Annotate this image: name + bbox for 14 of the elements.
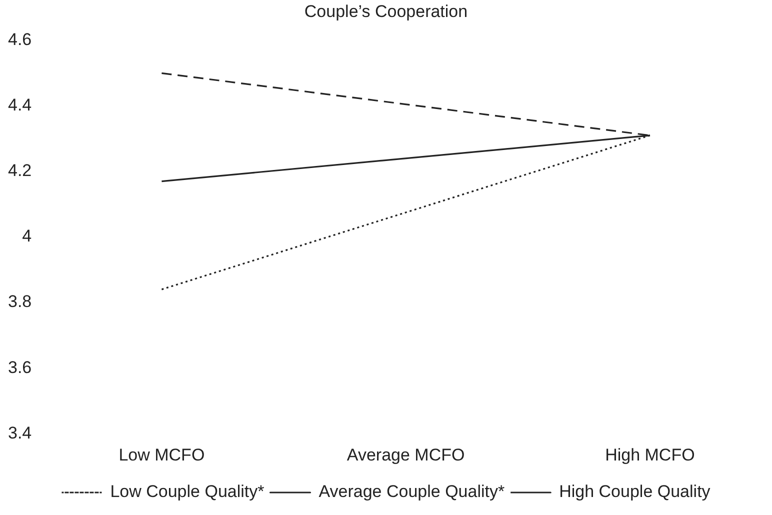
- legend-label: Low Couple Quality*: [110, 482, 265, 502]
- x-tick-label: High MCFO: [605, 445, 695, 464]
- y-tick-label: 3.4: [8, 423, 32, 442]
- y-tick-label: 4.6: [8, 30, 32, 50]
- y-tick-label: 3.8: [8, 292, 32, 312]
- chart-title: Couple’s Cooperation: [304, 2, 468, 21]
- legend-label: Average Couple Quality*: [318, 482, 505, 502]
- x-tick-label: Low MCFO: [118, 445, 205, 464]
- y-tick-label: 4: [22, 226, 32, 246]
- y-tick-label: 4.2: [8, 161, 32, 180]
- y-tick-label: 4.4: [8, 96, 32, 115]
- legend-label: High Couple Quality: [559, 482, 711, 502]
- x-tick-label: Average MCFO: [346, 445, 465, 464]
- y-tick-label: 3.6: [8, 358, 32, 377]
